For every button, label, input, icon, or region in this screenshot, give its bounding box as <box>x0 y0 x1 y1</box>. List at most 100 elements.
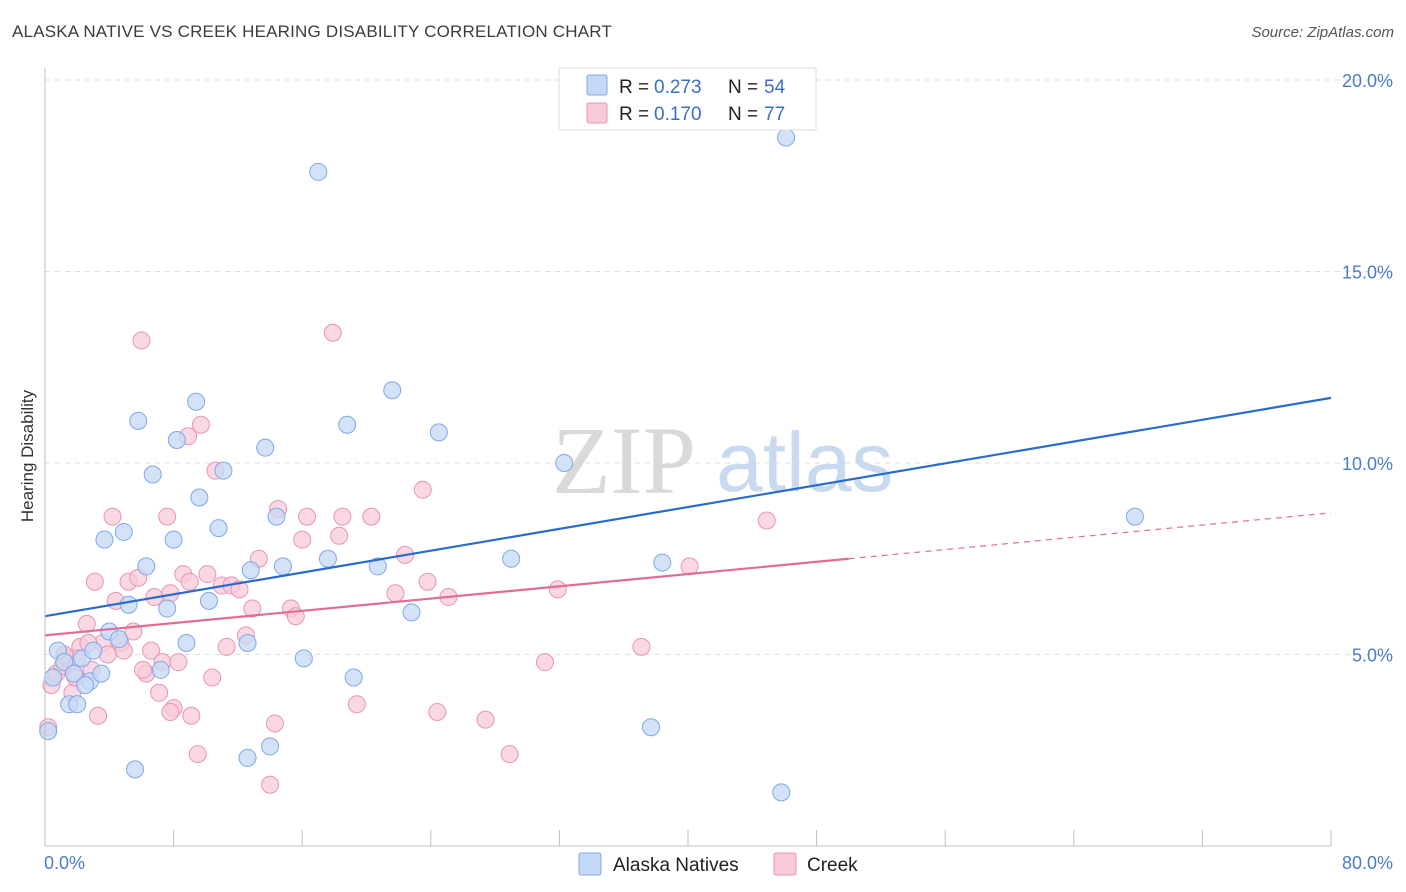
creek-point <box>150 683 169 702</box>
grid-lines <box>45 79 1393 655</box>
alaska-natives-point <box>95 530 114 549</box>
alaska-natives-point <box>76 676 95 695</box>
alaska-natives-point <box>429 423 448 442</box>
alaska-natives-point <box>151 660 170 679</box>
creek-point <box>333 507 352 526</box>
alaska-natives-point <box>653 553 672 572</box>
creek-point <box>323 323 342 342</box>
creek-point <box>243 599 262 618</box>
creek-point <box>188 745 207 764</box>
creek-point <box>293 530 312 549</box>
creek-point <box>548 580 567 599</box>
creek-point <box>132 331 151 350</box>
alaska-natives-point <box>164 530 183 549</box>
alaska-natives-point <box>143 465 162 484</box>
x-tick-label-min: 0.0% <box>44 853 85 873</box>
creek-point <box>428 702 447 721</box>
alaska-natives-point <box>238 634 257 653</box>
alaska-natives-point <box>126 760 145 779</box>
legend-r-label-alaska: R = <box>619 77 649 98</box>
y-tick-label: 20.0% <box>1342 71 1393 91</box>
y-tick-labels: 5.0% 10.0% 15.0% 20.0% <box>1342 71 1393 666</box>
creek-point <box>89 706 108 725</box>
y-tick-label: 5.0% <box>1352 646 1393 666</box>
creek-point <box>418 572 437 591</box>
y-tick-label: 15.0% <box>1342 263 1393 283</box>
creek-point <box>298 507 317 526</box>
alaska-natives-point <box>368 557 387 576</box>
creek-point <box>500 745 519 764</box>
creek-point <box>169 653 188 672</box>
alaska-natives-point <box>177 634 196 653</box>
alaska-natives-point <box>84 641 103 660</box>
alaska-natives-point <box>1125 507 1144 526</box>
creek-point <box>347 695 366 714</box>
axes <box>44 68 1332 847</box>
legend-swatch-alaska <box>586 74 608 96</box>
alaska-natives-point <box>39 722 58 741</box>
creek-point <box>535 653 554 672</box>
creek-point <box>85 572 104 591</box>
alaska-natives-point <box>214 461 233 480</box>
alaska-natives-points <box>39 128 1144 802</box>
creek-point <box>413 480 432 499</box>
alaska-natives-point <box>158 599 177 618</box>
creek-point <box>182 706 201 725</box>
bottom-legend-swatch-alaska <box>578 852 602 876</box>
creek-point <box>134 660 153 679</box>
legend-swatch-creek <box>586 102 608 124</box>
watermark-atlas: atlas <box>716 415 893 509</box>
creek-trend-line <box>44 557 849 637</box>
stats-legend: R = 0.273 N = 54 R = 0.170 N = 77 <box>558 67 817 131</box>
alaska-natives-point <box>44 668 63 687</box>
legend-n-label-creek: N = <box>728 104 758 125</box>
creek-trend-extension <box>848 512 1332 560</box>
y-tick-label: 10.0% <box>1342 454 1393 474</box>
alaska-natives-point <box>241 561 260 580</box>
creek-point <box>265 714 284 733</box>
creek-point <box>386 584 405 603</box>
legend-r-label-creek: R = <box>619 104 649 125</box>
creek-point <box>261 775 280 794</box>
alaska-natives-point <box>772 783 791 802</box>
alaska-natives-point <box>209 519 228 538</box>
alaska-natives-point <box>261 737 280 756</box>
alaska-natives-point <box>137 557 156 576</box>
alaska-natives-point <box>318 549 337 568</box>
alaska-natives-trend-line <box>44 396 1332 618</box>
creek-point <box>158 507 177 526</box>
creek-point <box>191 415 210 434</box>
alaska-natives-point <box>109 630 128 649</box>
alaska-natives-point <box>187 392 206 411</box>
creek-point <box>161 702 180 721</box>
legend-r-value-creek: 0.170 <box>654 104 702 125</box>
creek-point <box>142 641 161 660</box>
series-legend: Alaska Natives Creek <box>578 852 858 876</box>
creek-point <box>476 710 495 729</box>
alaska-natives-point <box>114 522 133 541</box>
alaska-natives-point <box>55 653 74 672</box>
trend-lines <box>44 396 1332 637</box>
chart-title: ALASKA NATIVE VS CREEK HEARING DISABILIT… <box>12 22 613 41</box>
legend-r-value-alaska: 0.273 <box>654 77 702 98</box>
alaska-natives-point <box>190 488 209 507</box>
alaska-natives-point <box>502 549 521 568</box>
alaska-natives-point <box>309 162 328 181</box>
legend-n-value-creek: 77 <box>764 104 785 125</box>
legend-n-label-alaska: N = <box>728 77 758 98</box>
alaska-natives-point <box>129 411 148 430</box>
creek-point <box>330 526 349 545</box>
alaska-natives-point <box>267 507 286 526</box>
y-axis-title: Hearing Disability <box>18 389 37 522</box>
creek-point <box>217 637 236 656</box>
legend-n-value-alaska: 54 <box>764 77 786 98</box>
creek-point <box>757 511 776 530</box>
alaska-natives-point <box>119 595 138 614</box>
alaska-natives-point <box>64 664 83 683</box>
watermark-zip: ZIP <box>552 407 696 514</box>
alaska-natives-point <box>167 431 186 450</box>
alaska-natives-point <box>68 695 87 714</box>
alaska-natives-point <box>777 128 796 147</box>
bottom-legend-label-alaska: Alaska Natives <box>613 855 739 876</box>
alaska-natives-point <box>294 649 313 668</box>
